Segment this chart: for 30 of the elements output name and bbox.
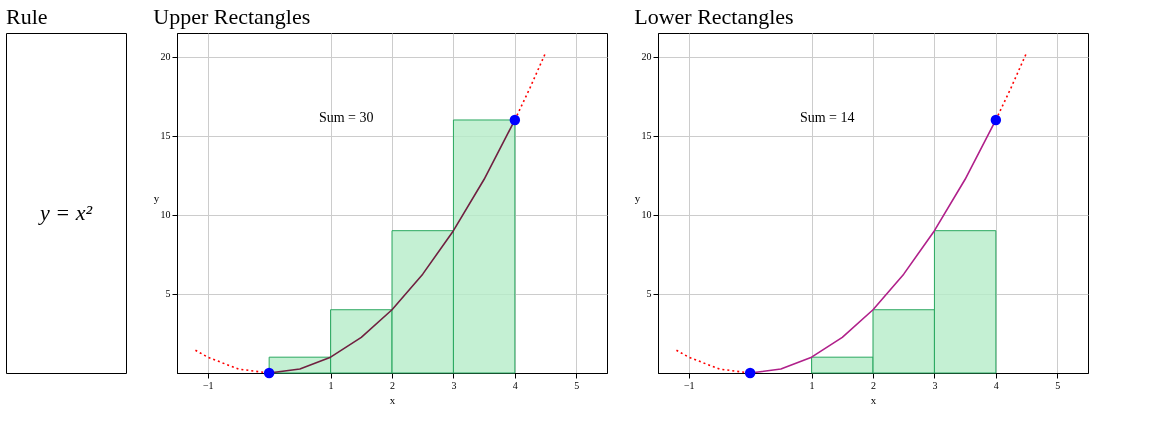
y-tick-label: 5 — [646, 288, 652, 300]
x-tick-label: 3 — [451, 379, 457, 391]
x-axis-title: x — [870, 393, 877, 406]
x-tick-label: 2 — [390, 379, 395, 391]
y-tick-label: 20 — [641, 51, 652, 63]
y-axis-title: y — [153, 191, 160, 204]
chart-title: Upper Rectangles — [153, 4, 311, 29]
x-axis-title: x — [389, 393, 396, 406]
x-tick-label: 1 — [809, 379, 815, 391]
y-tick-label: 15 — [641, 130, 652, 142]
x-tick-label: −1 — [683, 379, 695, 391]
annotation: Sum = 14 — [799, 110, 855, 125]
x-tick-label: 5 — [1055, 379, 1061, 391]
chart-title: Lower Rectangles — [634, 4, 794, 29]
y-tick-label: 10 — [160, 209, 171, 221]
y-tick-label: 5 — [165, 288, 171, 300]
x-tick-label: 2 — [871, 379, 876, 391]
y-tick-label: 15 — [160, 130, 171, 142]
x-tick-label: −1 — [202, 379, 214, 391]
x-tick-label: 4 — [512, 379, 518, 391]
text: Rule — [6, 4, 48, 29]
text: y = x² — [38, 200, 93, 225]
x-tick-label: 5 — [574, 379, 580, 391]
x-tick-label: 1 — [328, 379, 334, 391]
y-axis-title: y — [634, 191, 641, 204]
x-tick-label: 3 — [932, 379, 938, 391]
x-tick-label: 4 — [993, 379, 999, 391]
y-tick-label: 10 — [641, 209, 652, 221]
y-tick-label: 20 — [160, 51, 171, 63]
annotation: Sum = 30 — [318, 110, 374, 125]
